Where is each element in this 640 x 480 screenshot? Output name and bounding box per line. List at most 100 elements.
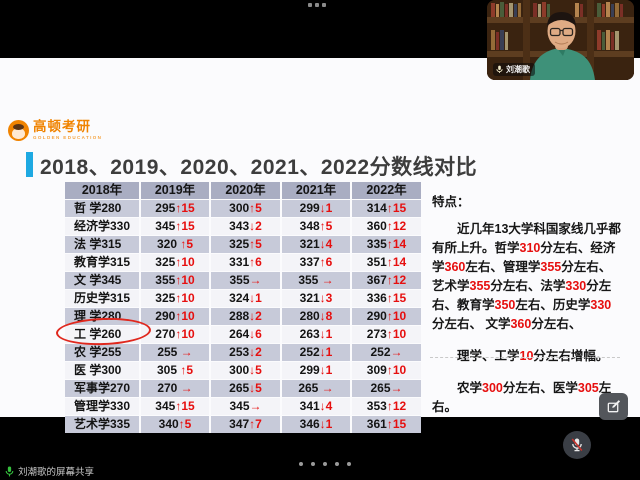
column-header: 2020年 — [211, 182, 282, 199]
score-cell: 270 → — [141, 380, 211, 397]
presenter-name: 刘潮歌 — [506, 65, 530, 74]
score-cell: 355 → — [282, 272, 352, 289]
score-cell: 265→ — [370, 381, 403, 395]
score-cell: 346↓1 — [282, 416, 352, 433]
subject-cell: 管理学330 — [65, 398, 141, 415]
title-accent-bar — [26, 152, 33, 177]
mic-muted-button[interactable] — [563, 431, 591, 459]
toolbar-dots-icon[interactable] — [308, 3, 326, 7]
table-row: 管理学330 345↑15 345→ 341↓4 353↑12 — [65, 398, 421, 415]
score-cell: 265 → — [282, 380, 352, 397]
notes-paragraphs: 近几年13大学科国家线几乎都有所上升。哲学310分左右、经济学360左右、管理学… — [432, 220, 622, 417]
column-header: 2021年 — [282, 182, 352, 199]
score-cell: 300↑5 — [211, 200, 282, 217]
table-row: 军事学270 270 → 265↓5 265 → 265→ — [65, 380, 421, 397]
score-cell: 355↑10 — [141, 272, 211, 289]
subject-cell: 医 学300 — [65, 362, 141, 379]
table-row: 历史学315 325↑10 324↓1 321↓3 336↑15 — [65, 290, 421, 307]
subject-cell: 教育学315 — [65, 254, 141, 271]
subject-cell: 艺术学335 — [65, 416, 141, 433]
subject-cell: 理 学280 — [65, 308, 141, 325]
score-cell: 361↑15 — [366, 417, 407, 431]
subject-cell: 法 学315 — [65, 236, 141, 253]
score-cell: 252→ — [370, 345, 403, 359]
score-cell: 273↑10 — [366, 327, 407, 341]
score-cell: 300↓5 — [211, 362, 282, 379]
score-cell: 324↓1 — [211, 290, 282, 307]
score-cell: 367↑12 — [366, 273, 407, 287]
score-cell: 331↑6 — [211, 254, 282, 271]
note-paragraph: 理学、工学10分左右增幅。 — [457, 349, 609, 363]
table-row: 教育学315 325↑10 331↑6 337↑6 351↑14 — [65, 254, 421, 271]
score-cell: 295↑15 — [141, 200, 211, 217]
brand-logo: 高顿考研 GOLDEN EDUCATION — [8, 120, 102, 141]
mic-icon — [496, 65, 503, 73]
table-row: 艺术学335 340↑5 347↑7 346↓1 361↑15 — [65, 416, 421, 433]
score-cell: 305 ↑5 — [141, 362, 211, 379]
mic-green-icon — [5, 466, 14, 476]
brand-name: 高顿考研 — [33, 119, 91, 134]
score-table: 2018年 2019年 2020年 2021年 2022年哲 学280 295↑15 300… — [65, 182, 421, 434]
slide-pagination-dots[interactable] — [299, 462, 351, 466]
score-cell: 325↑10 — [141, 290, 211, 307]
notes-panel: 特点： 近几年13大学科国家线几乎都有所上升。哲学310分左右、经济学360左右… — [432, 191, 622, 430]
score-cell: 353↑12 — [366, 399, 407, 413]
score-cell: 320 ↑5 — [141, 236, 211, 253]
column-header: 2019年 — [141, 182, 211, 199]
score-cell: 345→ — [211, 398, 282, 415]
table-row: 文 学345 355↑10 355→ 355 → 367↑12 — [65, 272, 421, 289]
score-cell: 321↓3 — [282, 290, 352, 307]
table-row: 医 学300 305 ↑5 300↓5 299↓1 309↑10 — [65, 362, 421, 379]
note-paragraph: 近几年13大学科国家线几乎都有所上升。哲学310分左右、经济学360左右、管理学… — [432, 222, 621, 331]
score-cell: 253↓2 — [211, 344, 282, 361]
score-cell: 314↑15 — [366, 201, 407, 215]
score-cell: 264↓6 — [211, 326, 282, 343]
column-header: 2018年 — [65, 182, 141, 199]
table-row: 法 学315 320 ↑5 325↑5 321↓4 335↑14 — [65, 236, 421, 253]
score-cell: 270↑10 — [141, 326, 211, 343]
note-paragraph: 农学300分左右、医学305左右。 — [432, 381, 612, 414]
webcam-tile[interactable]: 刘潮歌 — [487, 0, 634, 80]
notes-divider — [430, 357, 620, 358]
mic-muted-icon — [571, 438, 583, 452]
score-cell: 360↑12 — [366, 219, 407, 233]
score-cell: 309↑10 — [366, 363, 407, 377]
score-cell: 325↑10 — [141, 254, 211, 271]
score-cell: 263↓1 — [282, 326, 352, 343]
annotate-pen-icon — [607, 400, 621, 413]
subject-cell: 军事学270 — [65, 380, 141, 397]
score-cell: 347↑7 — [211, 416, 282, 433]
score-cell: 325↑5 — [211, 236, 282, 253]
shared-slide: 高顿考研 GOLDEN EDUCATION 2018、2019、2020、202… — [0, 58, 640, 466]
table-row: 理 学280 290↑10 288↓2 280↓8 290↑10 — [65, 308, 421, 325]
table-row: 工 学260 270↑10 264↓6 263↓1 273↑10 — [65, 326, 421, 343]
score-cell: 340↑5 — [141, 416, 211, 433]
score-cell: 335↑14 — [366, 237, 407, 251]
score-cell: 255 → — [141, 344, 211, 361]
score-cell: 288↓2 — [211, 308, 282, 325]
subject-cell: 历史学315 — [65, 290, 141, 307]
webcam-name-label: 刘潮歌 — [493, 63, 535, 76]
score-cell: 341↓4 — [282, 398, 352, 415]
score-cell: 345↑15 — [141, 398, 211, 415]
score-cell: 290↑10 — [141, 308, 211, 325]
annotate-button[interactable] — [599, 393, 628, 420]
score-cell: 345↑15 — [141, 218, 211, 235]
share-status: 刘潮歌的屏幕共享 — [5, 464, 94, 478]
score-cell: 290↑10 — [366, 309, 407, 323]
score-cell: 321↓4 — [282, 236, 352, 253]
share-status-text: 刘潮歌的屏幕共享 — [18, 467, 95, 478]
score-cell: 351↑14 — [366, 255, 407, 269]
notes-heading: 特点： — [432, 195, 470, 209]
subject-cell: 农 学255 — [65, 344, 141, 361]
score-cell: 348↑5 — [282, 218, 352, 235]
score-cell: 299↓1 — [282, 200, 352, 217]
score-cell: 336↑15 — [366, 291, 407, 305]
score-cell: 280↓8 — [282, 308, 352, 325]
subject-cell: 文 学345 — [65, 272, 141, 289]
subject-cell: 经济学330 — [65, 218, 141, 235]
score-cell: 355→ — [211, 272, 282, 289]
score-cell: 299↓1 — [282, 362, 352, 379]
subject-cell: 哲 学280 — [65, 200, 141, 217]
table-row: 哲 学280 295↑15 300↑5 299↓1 314↑15 — [65, 200, 421, 217]
